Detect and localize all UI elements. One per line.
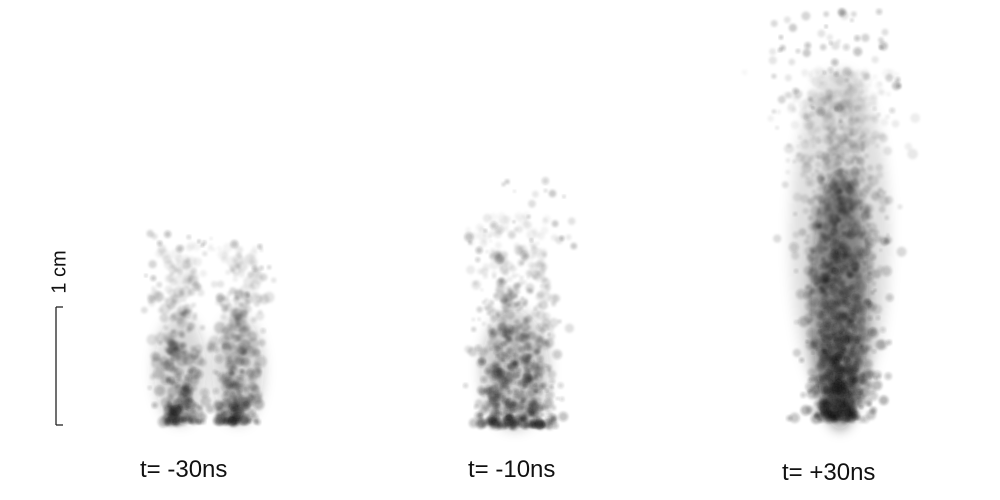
panel-label-t-minus-10ns: t= -10ns	[468, 456, 556, 483]
panel-label-t-plus-30ns: t= +30ns	[782, 459, 876, 486]
plume-t-minus-10ns	[463, 177, 578, 431]
panel-label-t-minus-30ns: t= -30ns	[140, 456, 228, 483]
plume-t-plus-30ns	[767, 8, 921, 430]
plume-t-minus-30ns	[140, 229, 277, 428]
scale-bar-label: 1 cm	[48, 250, 71, 294]
scale-bar	[55, 306, 63, 426]
